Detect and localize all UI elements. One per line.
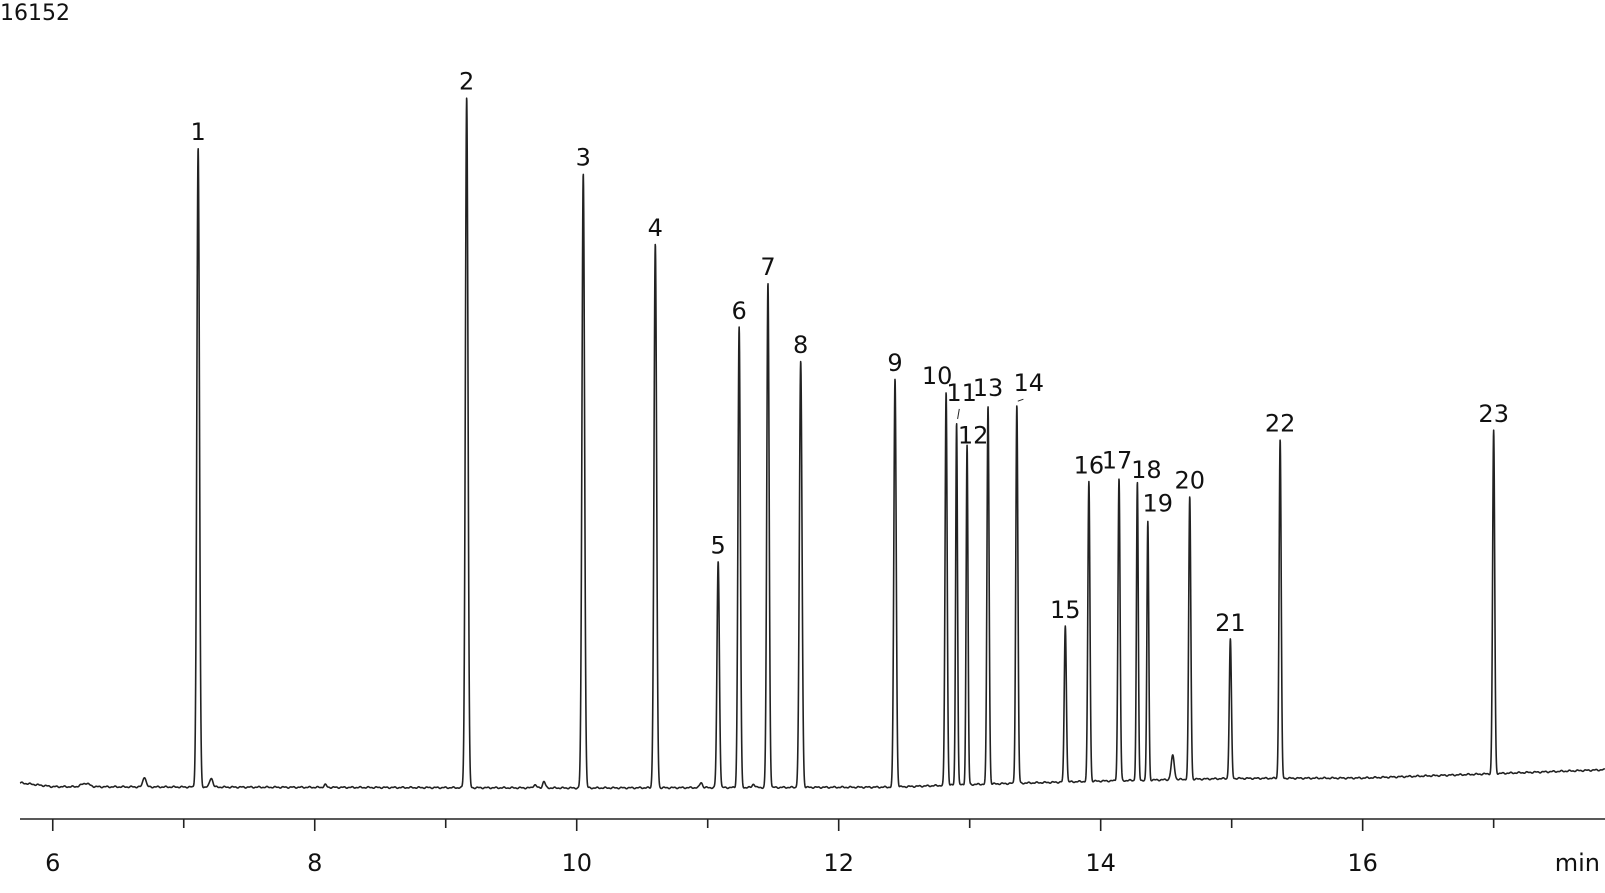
peak-label-1: 1 bbox=[190, 118, 205, 146]
peak-label-12: 12 bbox=[958, 421, 989, 449]
x-tick-label: 14 bbox=[1085, 849, 1116, 877]
peak-label-6: 6 bbox=[731, 297, 746, 325]
peak-label-18: 18 bbox=[1131, 456, 1162, 484]
x-tick-label: 12 bbox=[823, 849, 854, 877]
peak-label-4: 4 bbox=[648, 214, 663, 242]
peak-label-10: 10 bbox=[922, 362, 953, 390]
peak-label-15: 15 bbox=[1050, 596, 1081, 624]
peak-label-3: 3 bbox=[576, 144, 591, 172]
peak-leader-14 bbox=[1017, 398, 1024, 402]
peak-label-5: 5 bbox=[711, 532, 726, 560]
peak-label-19: 19 bbox=[1143, 490, 1174, 518]
peak-leader-11 bbox=[957, 408, 960, 419]
peak-label-21: 21 bbox=[1215, 609, 1246, 637]
peak-label-20: 20 bbox=[1175, 467, 1206, 495]
peak-label-14: 14 bbox=[1014, 369, 1045, 397]
peak-label-16: 16 bbox=[1074, 452, 1105, 480]
y-max-label: 16152 bbox=[0, 1, 70, 26]
x-tick-label: 10 bbox=[561, 849, 592, 877]
peak-label-9: 9 bbox=[887, 349, 902, 377]
x-tick-label: 6 bbox=[45, 849, 60, 877]
peak-label-13: 13 bbox=[973, 374, 1004, 402]
x-tick-label: 8 bbox=[307, 849, 322, 877]
peak-label-17: 17 bbox=[1102, 447, 1133, 475]
peak-label-7: 7 bbox=[760, 253, 775, 281]
chromatogram-trace bbox=[19, 97, 1605, 790]
peak-label-8: 8 bbox=[793, 331, 808, 359]
peak-label-22: 22 bbox=[1265, 410, 1296, 438]
peak-label-2: 2 bbox=[459, 67, 474, 95]
peak-label-11: 11 bbox=[946, 379, 977, 407]
x-axis-ticks: 6 8 10 12 14 16 bbox=[45, 819, 1495, 877]
x-axis-unit-label: min bbox=[1555, 849, 1600, 877]
x-tick-label: 16 bbox=[1347, 849, 1378, 877]
peak-label-23: 23 bbox=[1478, 400, 1509, 428]
